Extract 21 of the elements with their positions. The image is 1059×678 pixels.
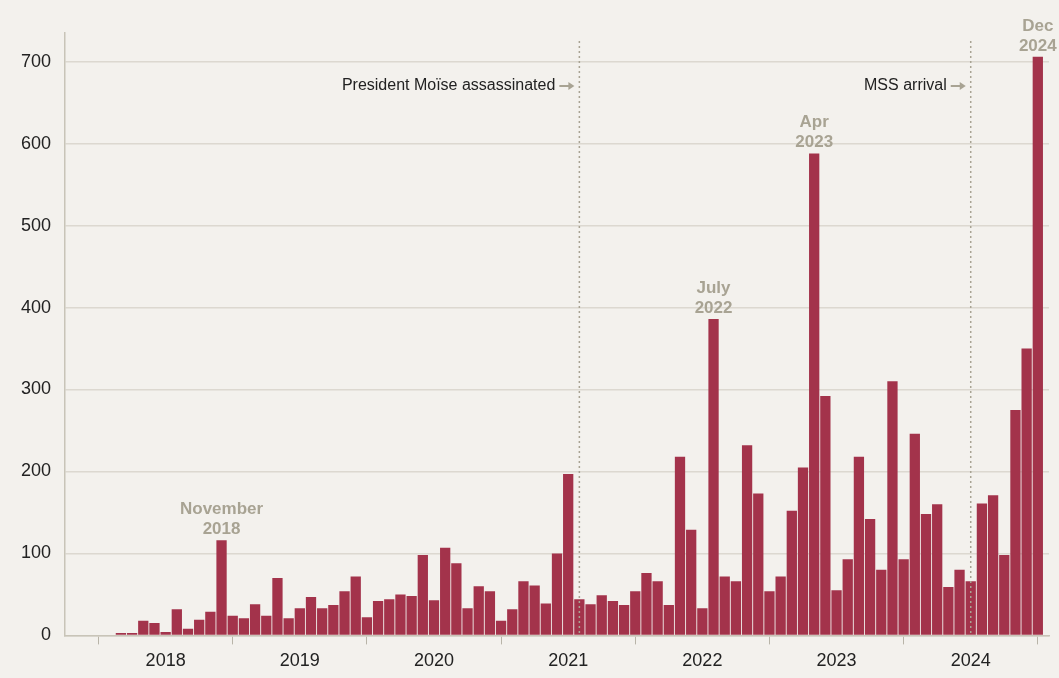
y-tick-label: 400 (20, 296, 51, 317)
annotation: Dec 2024 (1018, 15, 1058, 55)
x-tick-label: 2022 (682, 650, 723, 671)
ref-line-label: MSS arrival (864, 76, 947, 94)
y-tick-label: 600 (20, 132, 51, 153)
x-tick-label: 2024 (950, 650, 991, 671)
x-tick-label: 2023 (816, 650, 857, 671)
annotation: July 2022 (694, 278, 733, 318)
annotation: Apr 2023 (795, 112, 834, 152)
y-tick-label: 500 (20, 214, 51, 235)
annotation: November 2018 (179, 499, 264, 539)
x-tick-label: 2018 (145, 650, 186, 671)
y-tick-label: 200 (20, 460, 51, 481)
y-tick-label: 300 (20, 378, 51, 399)
x-tick-label: 2021 (548, 650, 589, 671)
x-tick-label: 2019 (279, 650, 320, 671)
y-tick-label: 100 (20, 542, 51, 563)
ref-line-label: President Moïse assassinated (341, 76, 556, 94)
x-tick-label: 2020 (413, 650, 455, 671)
y-tick-label: 700 (20, 50, 51, 71)
y-tick-label: 0 (40, 624, 51, 645)
